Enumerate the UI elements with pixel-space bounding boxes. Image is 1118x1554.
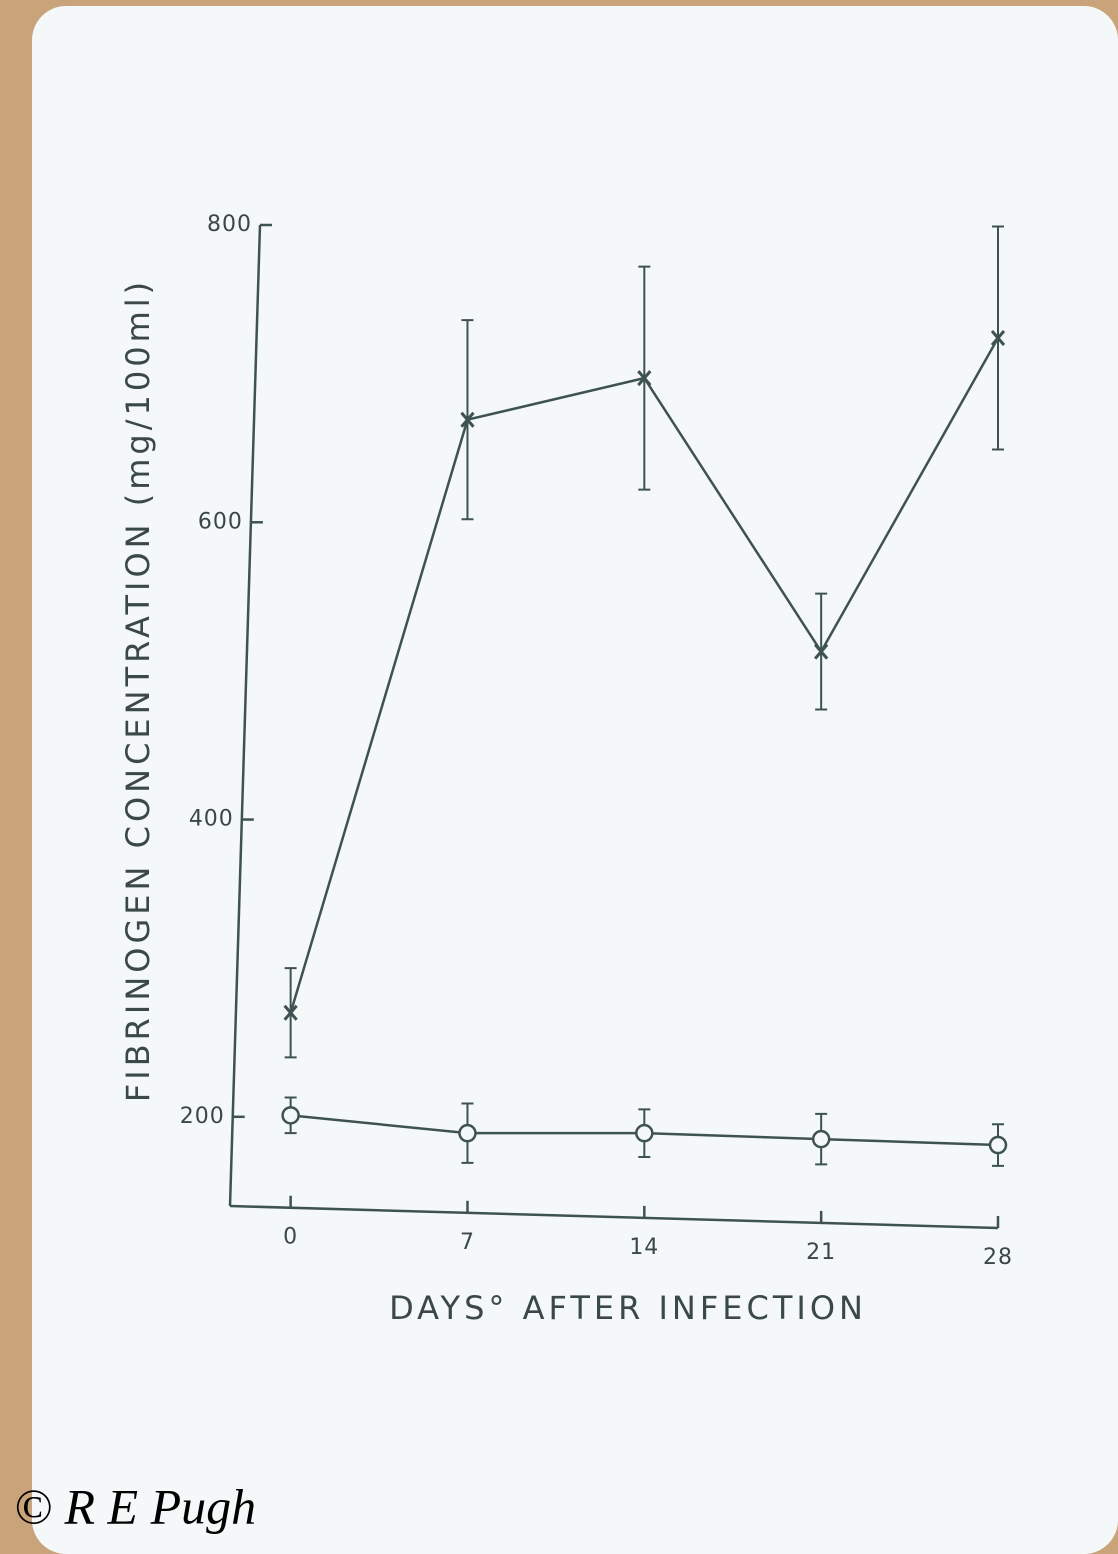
watermark: © R E Pugh xyxy=(14,1478,256,1534)
x-tick-label: 0 xyxy=(283,1225,298,1250)
x-axis-title: DAYS° AFTER INFECTION xyxy=(389,1289,867,1327)
y-axis xyxy=(228,224,262,1207)
y-tick-label: 400 xyxy=(189,807,234,832)
y-tick-label: 800 xyxy=(207,212,252,237)
y-tick-label: 200 xyxy=(180,1104,225,1129)
x-tick-label: 7 xyxy=(460,1230,475,1255)
y-axis-title: FIBRINOGEN CONCENTRATION (mg/100ml) xyxy=(119,278,157,1102)
marker xyxy=(635,1123,654,1143)
x-tick-label: 28 xyxy=(983,1245,1013,1270)
marker xyxy=(988,1135,1008,1155)
x-axis xyxy=(229,1204,999,1230)
marker xyxy=(811,1129,831,1149)
y-tick-label: 600 xyxy=(198,509,243,534)
marker xyxy=(281,1106,300,1125)
marker xyxy=(814,643,829,660)
marker xyxy=(460,411,475,428)
marker xyxy=(283,1004,298,1021)
x-tick-label: 14 xyxy=(629,1235,659,1260)
marker xyxy=(990,329,1006,346)
marker xyxy=(637,370,652,387)
slide xyxy=(32,6,1118,1554)
x-tick-label: 21 xyxy=(806,1240,836,1265)
marker xyxy=(458,1123,477,1143)
